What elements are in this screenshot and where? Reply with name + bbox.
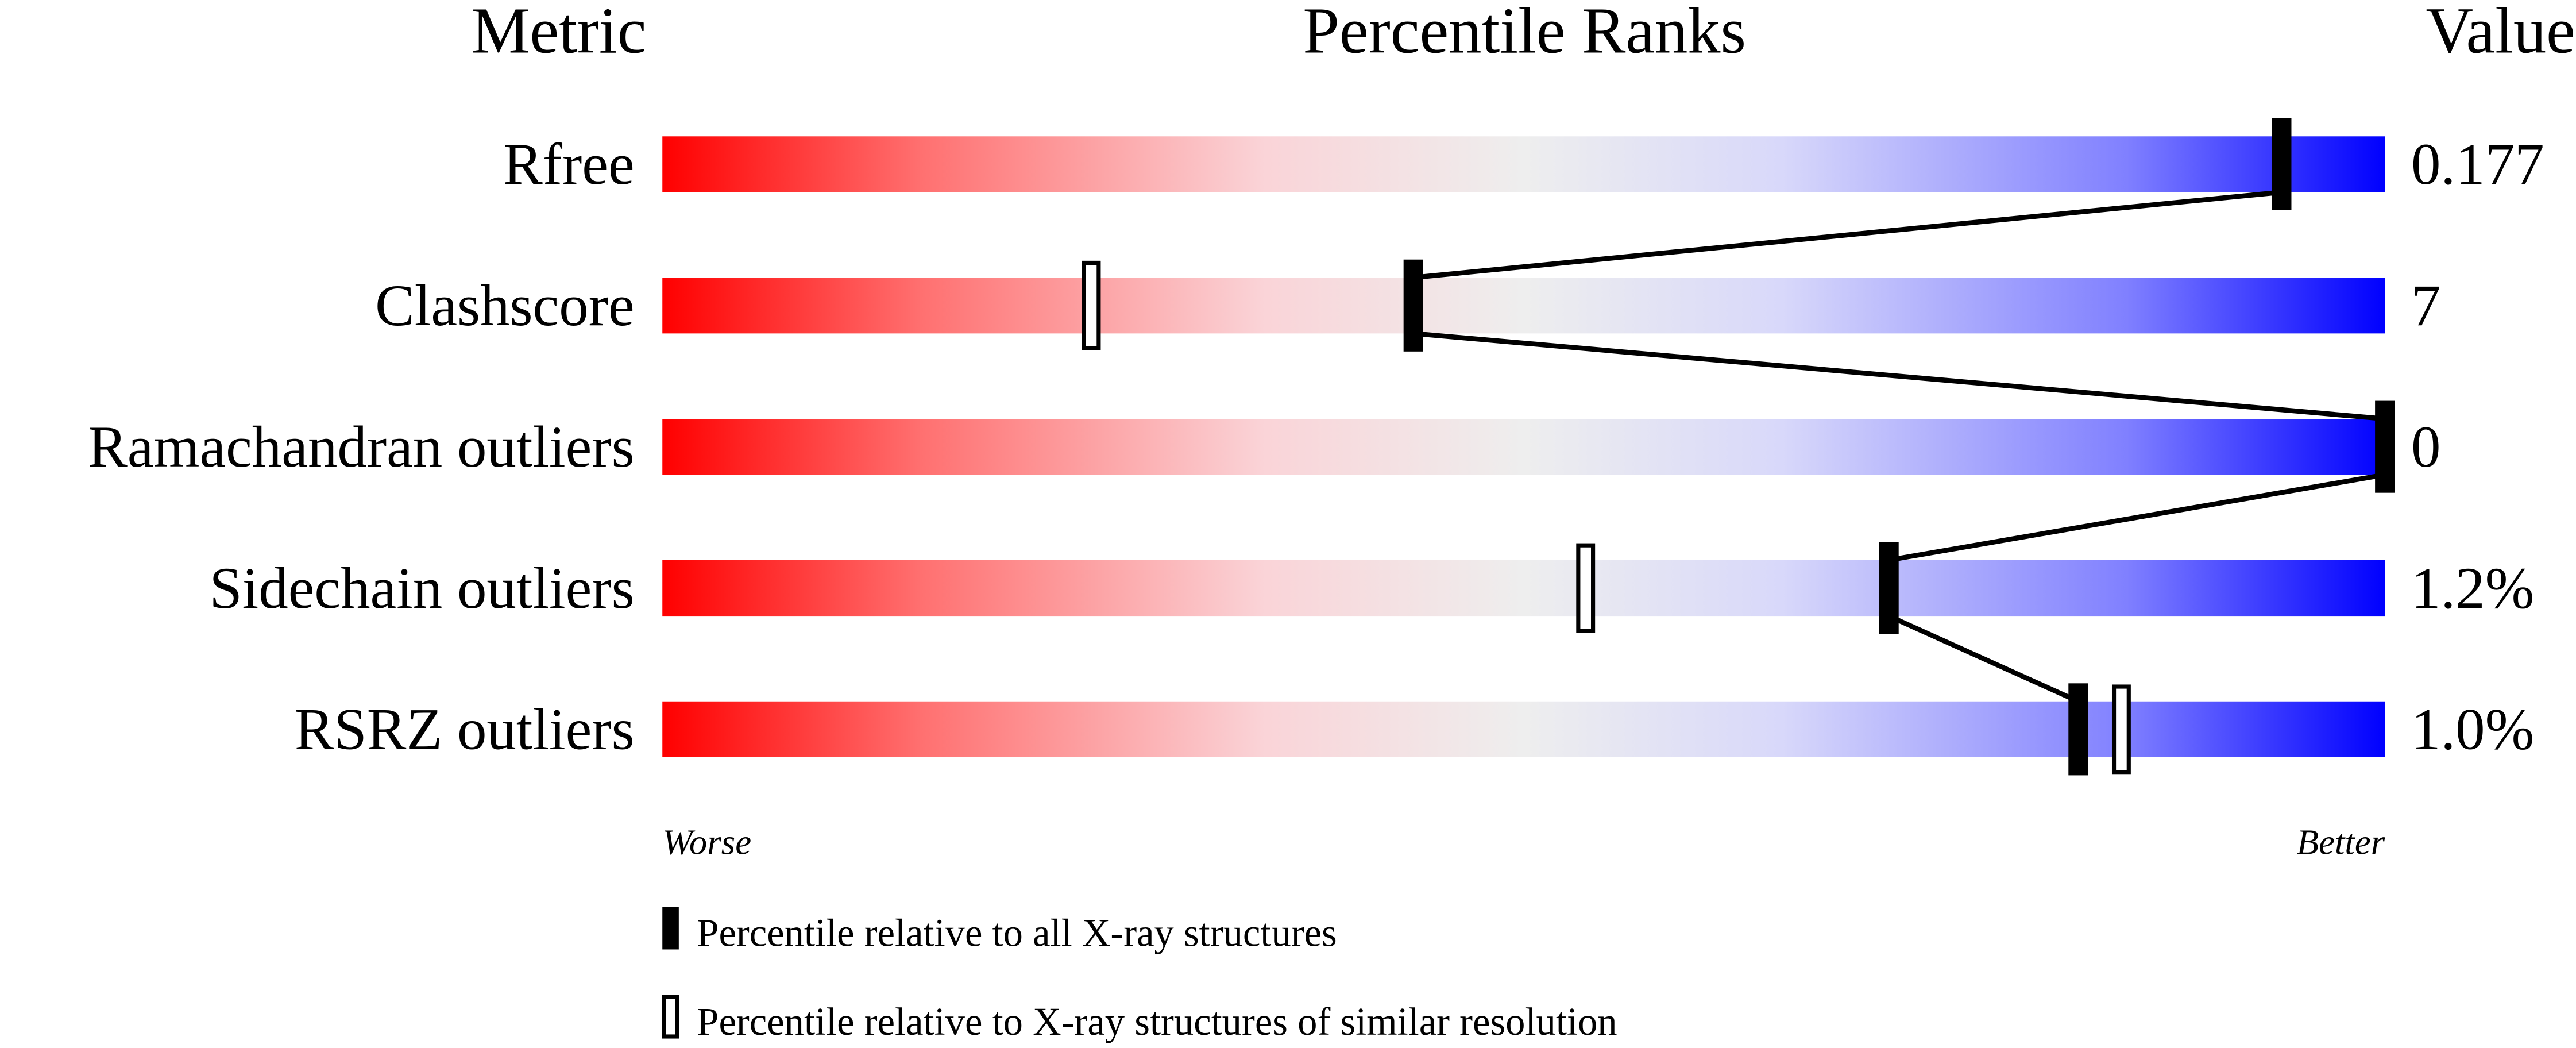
metric-value: 0 bbox=[2411, 414, 2440, 480]
similar-resolution-marker bbox=[1576, 543, 1596, 633]
connector-line bbox=[1413, 331, 2385, 422]
all-structures-marker bbox=[2375, 400, 2395, 493]
legend-all-marker-icon bbox=[662, 907, 679, 950]
legend-similar-label: Percentile relative to X-ray structures … bbox=[697, 1000, 1617, 1043]
metric-label: Rfree bbox=[503, 132, 635, 197]
all-structures-marker bbox=[1879, 542, 1899, 634]
metric-label: Clashscore bbox=[375, 273, 635, 338]
percentile-bar bbox=[662, 701, 2385, 757]
metric-label: Ramachandran outliers bbox=[88, 414, 635, 480]
metric-value: 1.0% bbox=[2411, 697, 2534, 762]
header-metric: Metric bbox=[472, 0, 647, 67]
all-structures-marker bbox=[1403, 259, 1423, 352]
metric-label: Sidechain outliers bbox=[209, 556, 634, 621]
legend-similar-marker-icon bbox=[662, 995, 679, 1039]
worse-label: Worse bbox=[662, 822, 751, 862]
legend-all-label: Percentile relative to all X-ray structu… bbox=[697, 911, 1337, 955]
percentile-bar bbox=[662, 278, 2385, 334]
similar-resolution-marker bbox=[2111, 684, 2131, 775]
metric-label: RSRZ outliers bbox=[295, 697, 635, 762]
connector-line bbox=[1888, 472, 2385, 563]
percentile-bar bbox=[662, 419, 2385, 475]
header-value: Value bbox=[2426, 0, 2575, 67]
metric-value: 0.177 bbox=[2411, 132, 2544, 197]
similar-resolution-marker bbox=[1082, 260, 1101, 350]
percentile-bar bbox=[662, 136, 2385, 192]
header-percentile: Percentile Ranks bbox=[1303, 0, 1746, 67]
percentile-bar bbox=[662, 560, 2385, 617]
metric-value: 7 bbox=[2411, 273, 2440, 338]
metric-value: 1.2% bbox=[2411, 556, 2534, 621]
connector-line bbox=[1887, 614, 2080, 704]
better-label: Better bbox=[2297, 822, 2385, 862]
all-structures-marker bbox=[2272, 118, 2292, 210]
all-structures-marker bbox=[2068, 683, 2088, 776]
connector-line bbox=[1413, 190, 2282, 280]
